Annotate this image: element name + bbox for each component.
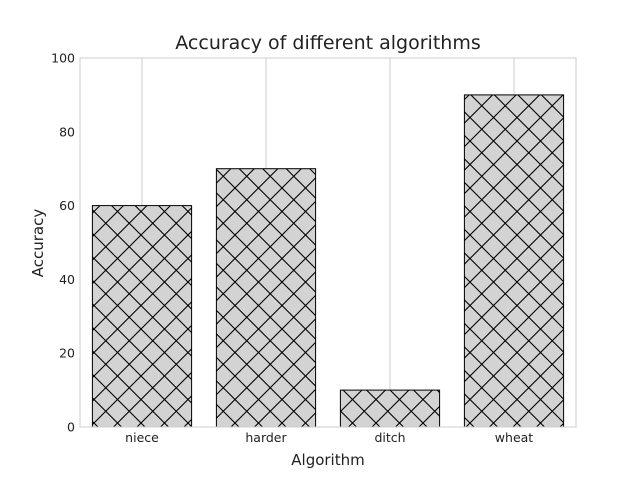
bars (91, 94, 565, 428)
plot-frame (79, 57, 577, 428)
y-tick-label: 0 (67, 420, 75, 435)
y-tick-label: 100 (51, 51, 75, 66)
grid-lines (141, 58, 515, 427)
y-tick-label: 80 (59, 124, 75, 139)
x-tick-label: niece (125, 430, 159, 445)
x-tick-label: ditch (374, 430, 405, 445)
bar-hatch-wheat (463, 94, 565, 428)
bar-hatch-harder (215, 168, 317, 428)
chart-title: Accuracy of different algorithms (175, 32, 480, 54)
x-axis-label: Algorithm (291, 451, 364, 469)
bar-hatch-niece (91, 205, 193, 428)
bar-hatch-ditch (339, 389, 441, 428)
x-tick-labels: niece harder ditch wheat (125, 430, 533, 445)
y-axis-label: Accuracy (29, 209, 47, 278)
y-tick-label: 40 (59, 272, 75, 287)
y-tick-label: 60 (59, 198, 75, 213)
y-tick-label: 20 (59, 346, 75, 361)
x-tick-label: wheat (495, 430, 533, 445)
y-tick-labels: 0 20 40 60 80 100 (51, 51, 75, 435)
x-tick-label: harder (245, 430, 287, 445)
